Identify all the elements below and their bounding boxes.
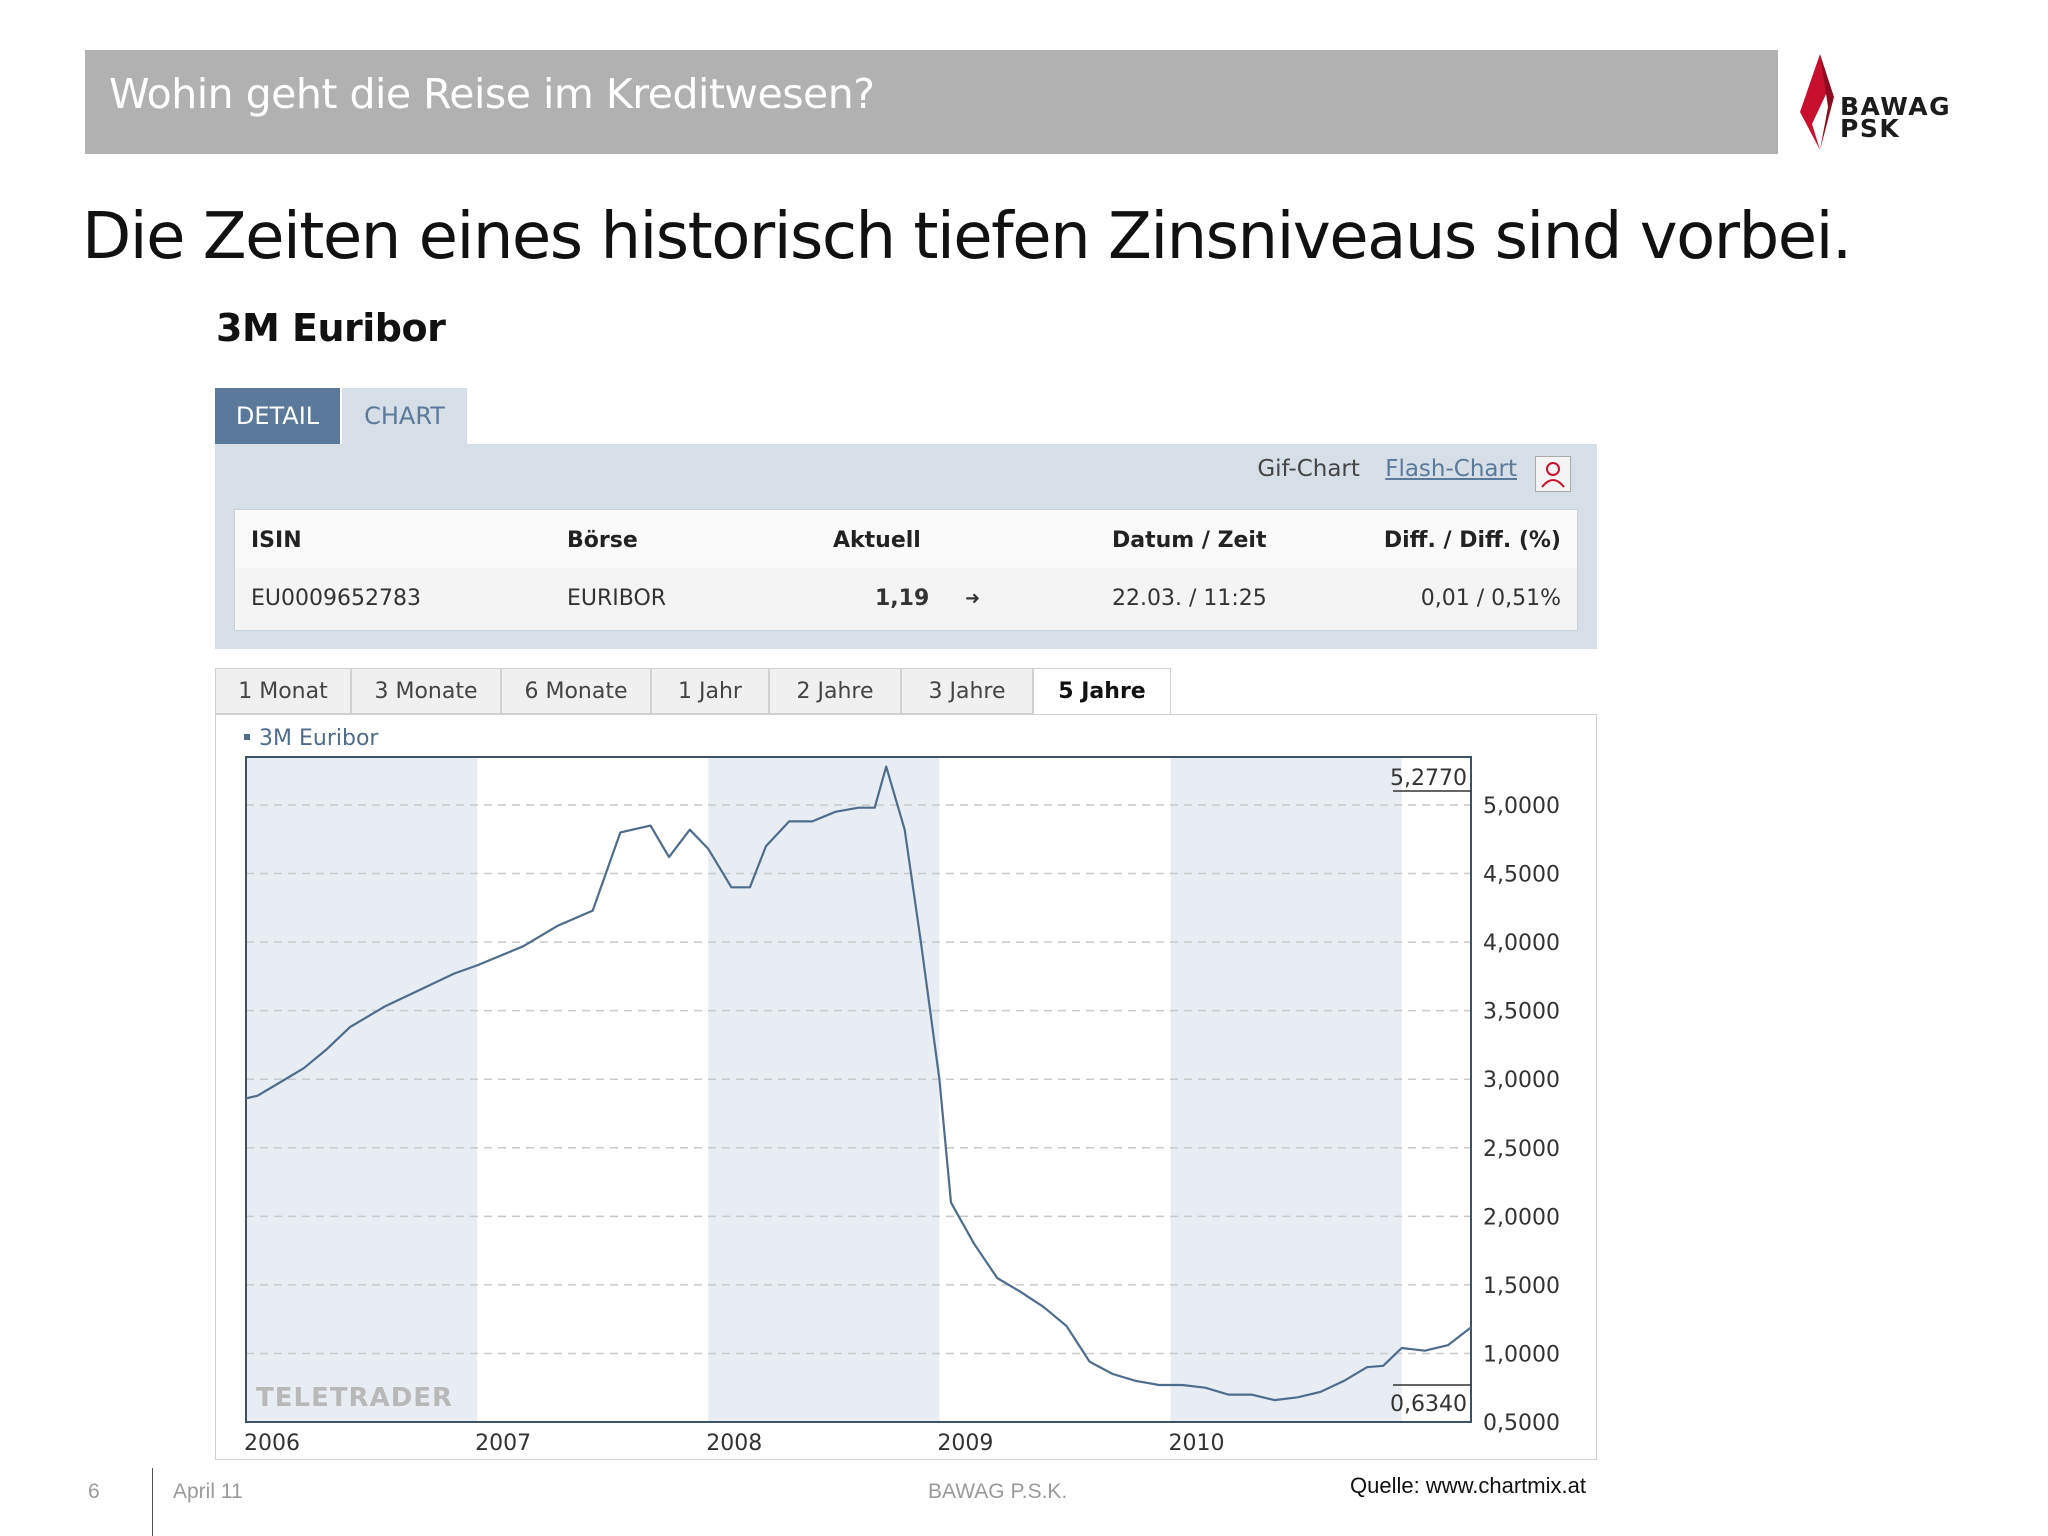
x-tick-label-2008: 2008: [706, 1431, 762, 1456]
x-tick-label-2006: 2006: [244, 1431, 300, 1456]
y-tick-label-9: 5,0000: [1483, 794, 1560, 819]
y-tick-label-3: 2,0000: [1483, 1205, 1560, 1230]
period-tab-5-jahre[interactable]: 5 Jahre: [1033, 668, 1171, 716]
quote-panel: Gif-Chart Flash-Chart ISIN Börse Aktuell…: [215, 444, 1597, 649]
footer-source: Quelle: www.chartmix.at: [1350, 1473, 1586, 1498]
logo-red-mark: [1800, 54, 1828, 150]
y-tick-label-5: 3,0000: [1483, 1068, 1560, 1093]
max-value-label: 5,2770: [1390, 766, 1467, 791]
header-datum-zeit: Datum / Zeit: [1112, 528, 1267, 553]
legend-marker: [244, 734, 250, 740]
header-aktuell: Aktuell: [833, 528, 921, 553]
cell-datum-zeit: 22.03. / 11:25: [1112, 586, 1267, 611]
y-tick-label-4: 2,5000: [1483, 1137, 1560, 1162]
year-band-shade-1: [708, 757, 940, 1422]
series-line-3m-euribor: [245, 765, 1472, 1402]
x-tick-label-2009: 2009: [937, 1431, 993, 1456]
footer-date: April 11: [173, 1480, 243, 1503]
period-tab-1-monat[interactable]: 1 Monat: [215, 668, 351, 714]
header-diff: Diff. / Diff. (%): [1383, 528, 1561, 553]
x-tick-label-2010: 2010: [1169, 1431, 1225, 1456]
cell-isin: EU0009652783: [251, 586, 421, 611]
y-tick-label-8: 4,5000: [1483, 863, 1560, 888]
cell-aktuell: 1,19: [875, 586, 930, 611]
year-band-shade-2: [1170, 757, 1402, 1422]
cell-diff: 0,01 / 0,51%: [1420, 586, 1561, 611]
legend-label: 3M Euribor: [259, 726, 379, 751]
period-tab-6-monate[interactable]: 6 Monate: [501, 668, 651, 714]
logo-text: BAWAG PSK: [1840, 92, 1952, 143]
logo-text-line2: PSK: [1840, 114, 1901, 143]
header-boerse: Börse: [567, 528, 638, 553]
period-tab-1-jahr[interactable]: 1 Jahr: [651, 668, 769, 714]
y-tick-label-2: 1,5000: [1483, 1274, 1560, 1299]
quote-table: ISIN Börse Aktuell Datum / Zeit Diff. / …: [234, 509, 1578, 631]
slide-header-bar: Wohin geht die Reise im Kreditwesen?: [85, 50, 1778, 154]
user-icon[interactable]: [1535, 456, 1571, 492]
header-isin: ISIN: [251, 528, 302, 553]
teletrader-watermark: TELETRADER: [256, 1383, 453, 1413]
footer-page-number: 6: [88, 1480, 100, 1503]
slide-header-title: Wohin geht die Reise im Kreditwesen?: [109, 70, 875, 118]
tab-chart[interactable]: CHART: [342, 388, 467, 444]
period-tab-2-jahre[interactable]: 2 Jahre: [769, 668, 901, 714]
y-tick-label-7: 4,0000: [1483, 931, 1560, 956]
min-value-label: 0,6340: [1390, 1392, 1467, 1417]
bawag-psk-logo: [1800, 54, 1834, 150]
euribor-line-chart: 0,5000 1,0000 1,5000 2,0000 2,5000 3,0000 3,50…: [244, 726, 1560, 1456]
quote-row-background: [235, 568, 1577, 630]
chart-title: 3M Euribor: [216, 306, 446, 350]
y-tick-label-1: 1,0000: [1483, 1342, 1560, 1367]
year-band-shade-0: [246, 757, 478, 1422]
chart-type-links: Gif-Chart Flash-Chart: [1257, 456, 1517, 482]
gif-chart-link[interactable]: Gif-Chart: [1257, 456, 1360, 482]
y-tick-label-6: 3,5000: [1483, 1000, 1560, 1025]
period-tab-3-jahre[interactable]: 3 Jahre: [901, 668, 1033, 714]
y-tick-label-0: 0,5000: [1483, 1411, 1560, 1436]
tab-detail[interactable]: DETAIL: [215, 388, 340, 444]
flash-chart-link[interactable]: Flash-Chart: [1385, 456, 1517, 482]
logo-red-mark-right: [1820, 54, 1834, 150]
slide-headline: Die Zeiten eines historisch tiefen Zinsn…: [82, 200, 1852, 274]
footer-company: BAWAG P.S.K.: [928, 1480, 1068, 1503]
trend-arrow-icon: ➜: [965, 588, 981, 609]
footer-divider: [152, 1468, 153, 1536]
logo-text-line1: BAWAG: [1840, 92, 1952, 121]
x-tick-label-2007: 2007: [475, 1431, 531, 1456]
period-tab-3-monate[interactable]: 3 Monate: [351, 668, 501, 714]
plot-frame: [245, 756, 1472, 1423]
chart-container: 0,5000 1,0000 1,5000 2,0000 2,5000 3,0000 3,50…: [215, 714, 1597, 1460]
cell-boerse: EURIBOR: [567, 586, 667, 611]
